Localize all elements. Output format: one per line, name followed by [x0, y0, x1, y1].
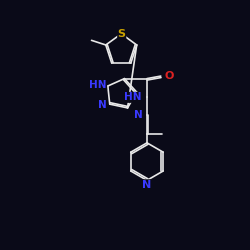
Text: HN: HN [124, 92, 142, 102]
Text: N: N [142, 180, 152, 190]
Text: N: N [134, 110, 142, 120]
Text: N: N [98, 100, 107, 110]
Text: O: O [164, 71, 174, 81]
Text: HN: HN [89, 80, 106, 90]
Text: S: S [118, 29, 126, 39]
